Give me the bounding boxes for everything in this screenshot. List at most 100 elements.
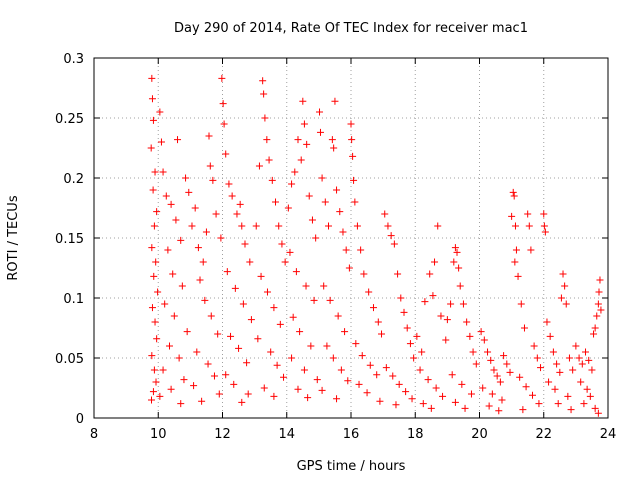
data-point [591, 404, 599, 412]
x-tick-label: 12 [214, 427, 231, 442]
data-point [288, 354, 296, 362]
data-point [270, 392, 278, 400]
data-point [348, 136, 356, 144]
data-point [159, 366, 167, 374]
data-point [556, 368, 564, 376]
y-tick-label: 0.05 [55, 352, 84, 367]
grid-lines [94, 58, 608, 418]
data-point [177, 400, 185, 408]
data-point [165, 342, 173, 350]
data-point [434, 222, 442, 230]
data-point [259, 77, 267, 85]
data-point [419, 400, 427, 408]
data-point [553, 360, 561, 368]
data-point [172, 216, 180, 224]
data-point [174, 136, 182, 144]
data-point [543, 318, 551, 326]
data-point [337, 366, 345, 374]
data-point [239, 300, 247, 308]
data-point [477, 328, 485, 336]
data-point [387, 232, 395, 240]
data-point [588, 366, 596, 374]
data-point [190, 382, 198, 390]
data-point [243, 359, 251, 367]
chart-title: Day 290 of 2014, Rate Of TEC Index for r… [174, 21, 528, 36]
data-point [312, 234, 320, 242]
data-point [188, 222, 196, 230]
data-point [288, 180, 296, 188]
y-axis-label: ROTI / TECUs [6, 195, 21, 280]
data-point [421, 298, 429, 306]
data-point [257, 272, 265, 280]
data-point [223, 268, 231, 276]
data-point [326, 296, 334, 304]
data-point [540, 210, 548, 218]
data-point [207, 312, 215, 320]
data-point [318, 174, 326, 182]
data-point [222, 150, 230, 158]
data-point [286, 248, 294, 256]
data-point [443, 316, 451, 324]
data-point [263, 288, 271, 296]
data-point [577, 378, 585, 386]
data-point [210, 372, 218, 380]
data-point [541, 228, 549, 236]
data-point [525, 222, 533, 230]
data-point [150, 222, 158, 230]
data-point [238, 222, 246, 230]
data-point [554, 400, 562, 408]
data-point [567, 406, 575, 414]
data-point [180, 376, 188, 384]
data-point [194, 244, 202, 252]
data-point [442, 336, 450, 344]
data-point [516, 373, 524, 381]
data-point [559, 270, 567, 278]
data-point [495, 407, 503, 415]
data-point [582, 348, 590, 356]
data-point [149, 116, 157, 124]
data-point [260, 384, 268, 392]
x-axis-label: GPS time / hours [297, 459, 406, 474]
data-point [196, 276, 204, 284]
data-point [150, 366, 158, 374]
x-tick-label: 18 [407, 427, 424, 442]
data-point [241, 240, 249, 248]
data-point [161, 300, 169, 308]
data-point [156, 108, 164, 116]
data-point [493, 372, 501, 380]
data-point [244, 390, 252, 398]
data-point [545, 378, 553, 386]
data-point [231, 284, 239, 292]
data-point [300, 120, 308, 128]
data-point [360, 270, 368, 278]
data-point [247, 316, 255, 324]
data-point [466, 332, 474, 340]
data-point [222, 371, 230, 379]
data-point [281, 258, 289, 266]
data-point [215, 390, 223, 398]
data-point [157, 138, 165, 146]
data-point [212, 210, 220, 218]
data-point [512, 246, 520, 254]
data-point [575, 354, 583, 362]
data-point [403, 324, 411, 332]
data-point [330, 144, 338, 152]
data-point [185, 188, 193, 196]
data-point [565, 354, 573, 362]
data-point [447, 300, 455, 308]
data-point [418, 348, 426, 356]
data-point [562, 300, 570, 308]
data-point [564, 392, 572, 400]
data-point [469, 348, 477, 356]
data-point [463, 318, 471, 326]
data-point [254, 335, 262, 343]
data-point [511, 258, 519, 266]
data-point [333, 186, 341, 194]
data-point [432, 384, 440, 392]
data-point [352, 340, 360, 348]
data-point [578, 360, 586, 368]
data-point [540, 222, 548, 230]
data-point [148, 352, 156, 360]
data-point [267, 348, 275, 356]
data-point [366, 361, 374, 369]
